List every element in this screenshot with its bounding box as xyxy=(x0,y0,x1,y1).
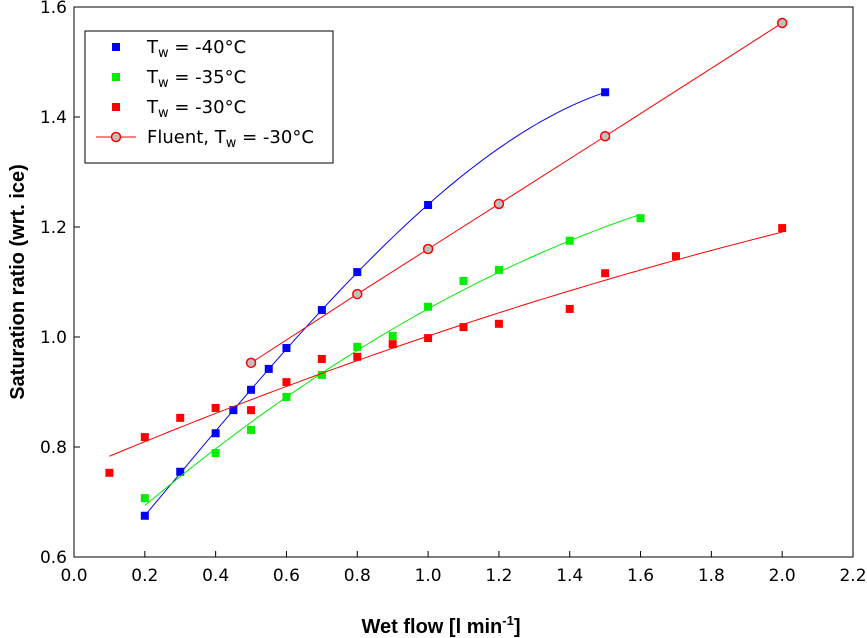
legend-marker xyxy=(112,43,120,51)
data-point xyxy=(565,304,574,313)
data-point xyxy=(211,429,220,438)
legend-label-rest: = -40°C xyxy=(169,37,247,58)
x-tick-label: 0.0 xyxy=(60,566,87,586)
data-point xyxy=(317,370,326,379)
data-point xyxy=(388,331,397,340)
y-tick-label: 1.6 xyxy=(40,0,67,18)
data-point xyxy=(388,340,397,349)
legend-label: Tw = -30°C xyxy=(146,97,246,121)
legend-label: Tw = -35°C xyxy=(146,67,246,91)
legend-label-main: Fluent, T xyxy=(147,127,227,148)
data-point xyxy=(245,357,257,369)
data-point xyxy=(317,355,326,363)
data-point xyxy=(282,344,291,352)
x-tick-label: 1.4 xyxy=(556,566,583,586)
data-point xyxy=(565,236,574,245)
data-point xyxy=(493,198,505,210)
data-point xyxy=(211,449,220,458)
legend-label-sub: w xyxy=(226,136,237,151)
x-tick-label: 1.8 xyxy=(698,566,725,586)
legend-label: Fluent, Tw = -30°C xyxy=(147,127,314,151)
legend-label-main: T xyxy=(146,97,159,118)
data-point xyxy=(247,425,256,434)
data-point xyxy=(282,392,291,401)
legend-label-main: T xyxy=(146,67,159,88)
data-point xyxy=(671,252,680,261)
fit-line-0 xyxy=(144,91,606,516)
legend-label-sub: w xyxy=(158,76,169,91)
legend-marker xyxy=(110,131,122,143)
y-tick-label: 0.8 xyxy=(40,438,67,458)
legend-label-sub: w xyxy=(158,46,169,61)
data-point xyxy=(247,385,256,394)
fit-line-1 xyxy=(144,213,641,506)
data-point xyxy=(105,468,114,477)
plot-frame xyxy=(73,6,854,558)
data-point xyxy=(636,214,645,223)
y-axis-label: Saturation ratio (wrt. ice) xyxy=(7,164,29,400)
data-point xyxy=(247,406,256,415)
data-point xyxy=(229,406,238,415)
legend-label: Tw = -40°C xyxy=(146,37,246,61)
data-point xyxy=(140,433,149,442)
data-point xyxy=(264,364,273,373)
legend-label-rest: = -35°C xyxy=(169,67,247,88)
data-point xyxy=(282,378,291,387)
y-tick-label: 0.6 xyxy=(40,548,67,568)
x-tick-label: 1.2 xyxy=(485,566,512,586)
legend-label-main: T xyxy=(146,37,159,58)
data-point xyxy=(140,494,149,503)
data-point xyxy=(459,276,468,285)
x-axis-label: Wet flow [l min-1] xyxy=(362,613,521,638)
data-point xyxy=(778,224,787,233)
data-point xyxy=(422,243,434,255)
x-tick-label: 2.0 xyxy=(769,566,796,586)
legend-label-rest: = -30°C xyxy=(169,97,247,118)
data-point xyxy=(494,319,503,328)
data-point xyxy=(353,268,362,277)
data-point xyxy=(140,511,149,520)
fit-line-2 xyxy=(109,231,783,457)
y-tick-label: 1.0 xyxy=(40,328,67,348)
data-point xyxy=(459,323,468,332)
data-point xyxy=(211,403,220,412)
y-tick-label: 1.2 xyxy=(40,218,67,238)
data-point xyxy=(176,467,185,476)
data-point xyxy=(601,269,610,278)
legend-label-rest: = -30°C xyxy=(236,127,314,148)
x-tick-label: 1.0 xyxy=(415,566,442,586)
data-point xyxy=(352,288,363,300)
x-tick-label: 0.4 xyxy=(202,566,229,586)
y-tick-label: 1.4 xyxy=(40,108,67,128)
data-point xyxy=(317,306,326,315)
data-point xyxy=(601,88,610,97)
data-point xyxy=(494,265,503,274)
x-tick-label: 0.8 xyxy=(344,566,371,586)
fit-line-3 xyxy=(250,22,783,364)
data-point xyxy=(599,131,611,142)
data-point xyxy=(353,342,362,351)
x-tick-label: 1.6 xyxy=(627,566,654,586)
legend-label-sub: w xyxy=(158,106,169,121)
data-point xyxy=(424,334,433,343)
data-point xyxy=(424,201,433,209)
data-point xyxy=(776,17,788,29)
legend-marker xyxy=(112,73,120,81)
x-tick-label: 0.2 xyxy=(131,566,158,586)
data-point xyxy=(176,413,185,422)
x-tick-label: 0.6 xyxy=(273,566,300,586)
x-tick-label: 2.2 xyxy=(839,566,866,586)
data-point xyxy=(424,302,433,311)
data-point xyxy=(353,352,362,361)
legend-marker xyxy=(112,103,120,111)
